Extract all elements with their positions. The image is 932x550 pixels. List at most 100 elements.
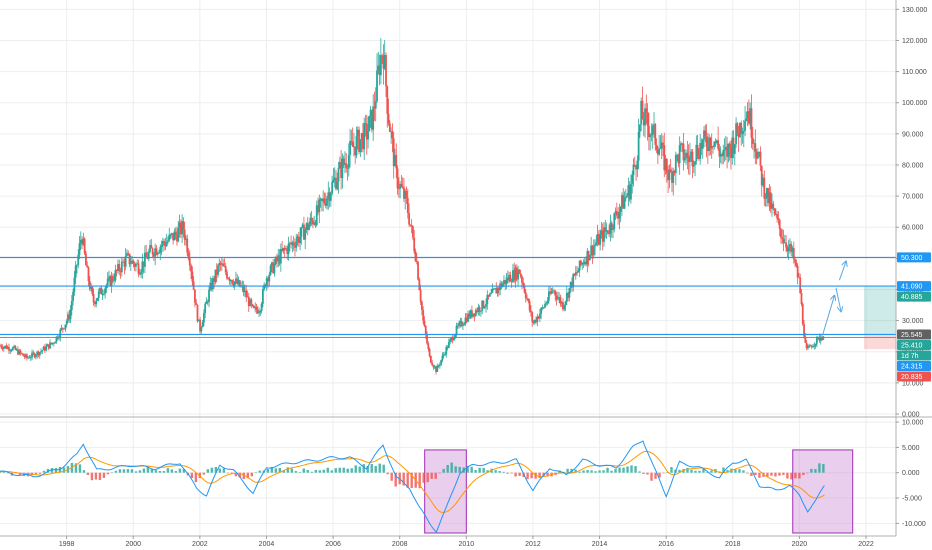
candle-body [545,303,548,305]
macd-histogram-bar [62,467,66,473]
macd-histogram-bar [766,472,769,477]
macd-histogram-bar [662,472,665,474]
candle-body [194,289,196,303]
candle-body [177,228,180,242]
candle-body [72,291,74,301]
candle-body [713,141,716,147]
macd-histogram-bar [602,470,605,473]
highlight-box[interactable] [424,449,467,534]
candle-body [40,351,42,353]
candle-body [377,65,380,71]
candle-body [13,346,16,348]
candle-body [469,310,472,318]
macd-histogram-bar [166,468,170,473]
candle-body [653,124,655,127]
candle-body [569,281,572,288]
candle-body [647,125,650,138]
candle-body [128,253,131,265]
price-tick-label: 60.000 [902,225,924,232]
candle-body [214,269,217,282]
projection-arrow[interactable] [838,262,846,281]
macd-histogram-bar [306,470,309,473]
candle-body [754,143,757,152]
candle-body [265,277,268,287]
candle-body [810,346,813,348]
candle-body [687,157,690,162]
candle-body [414,251,417,261]
candle-body [313,222,316,225]
candle-body [383,55,386,69]
candle-body [581,262,584,265]
macd-histogram-bar [630,465,633,473]
macd-histogram-bar [482,467,485,473]
candle-body [229,280,232,282]
macd-histogram-bar [50,468,54,473]
macd-histogram-bar [606,467,609,473]
macd-histogram-bar [38,472,42,474]
candle-body [408,212,410,225]
candle-body [674,154,677,173]
candle-body [540,308,543,314]
candle-body [735,123,737,145]
macd-histogram-bar [278,468,281,473]
candle-body [435,366,437,372]
candle-body [686,152,689,158]
macd-histogram-bar [370,464,373,473]
candle-body [646,112,649,126]
candle-body [28,357,31,359]
candle-body [791,247,794,252]
candle-body [297,236,300,244]
macd-histogram-bar [638,471,641,473]
candle-body [513,270,516,281]
candle-body [254,306,257,308]
candle-body [292,242,295,246]
candle-body [310,217,313,221]
candle-body [708,137,711,152]
projection-arrow[interactable] [822,296,835,335]
candle-body [767,188,770,204]
candle-body [386,86,389,114]
candle-body [622,195,625,209]
candle-body [619,206,622,212]
candle-body [173,231,176,241]
macd-histogram-bar [270,466,273,473]
candle-body [274,257,277,265]
candle-body [464,317,467,324]
candle-body [51,342,54,344]
position-zone[interactable] [864,334,896,350]
candle-body [228,278,231,282]
candle-body [99,287,101,292]
candle-body [217,265,219,275]
candle-body [790,244,793,252]
candle-body [29,357,32,359]
candle-body [204,303,207,313]
candle-body [576,272,578,274]
candle-body [147,251,150,259]
indicator-axis[interactable]: 10.000 5.000 0.000 -5.000 -10.000 [896,420,926,528]
candle-body [587,250,590,261]
candle-body [612,229,614,231]
macd-histogram-bar [318,470,321,473]
time-tick-label: 2010 [459,541,475,548]
candle-body [111,276,114,281]
candle-body [549,291,552,294]
macd-histogram-bar [174,471,178,473]
macd-histogram-bar [354,465,357,473]
projection-arrow[interactable] [835,287,841,311]
candle-body [471,310,473,317]
highlight-box[interactable] [792,449,854,534]
candle-body [322,198,325,202]
candle-body [721,154,723,157]
candle-body [200,327,203,332]
time-axis[interactable]: 1998 2000 2002 2004 2006 2008 2010 2012 2014 2016… [59,536,874,548]
position-zone[interactable] [864,286,896,335]
candle-body [441,355,444,361]
candle-body [637,131,640,161]
candle-body [610,222,613,230]
candle-body [473,313,476,316]
candle-body [681,143,684,145]
candle-body [10,350,13,351]
candle-body [812,345,814,348]
candle-body [401,186,404,188]
